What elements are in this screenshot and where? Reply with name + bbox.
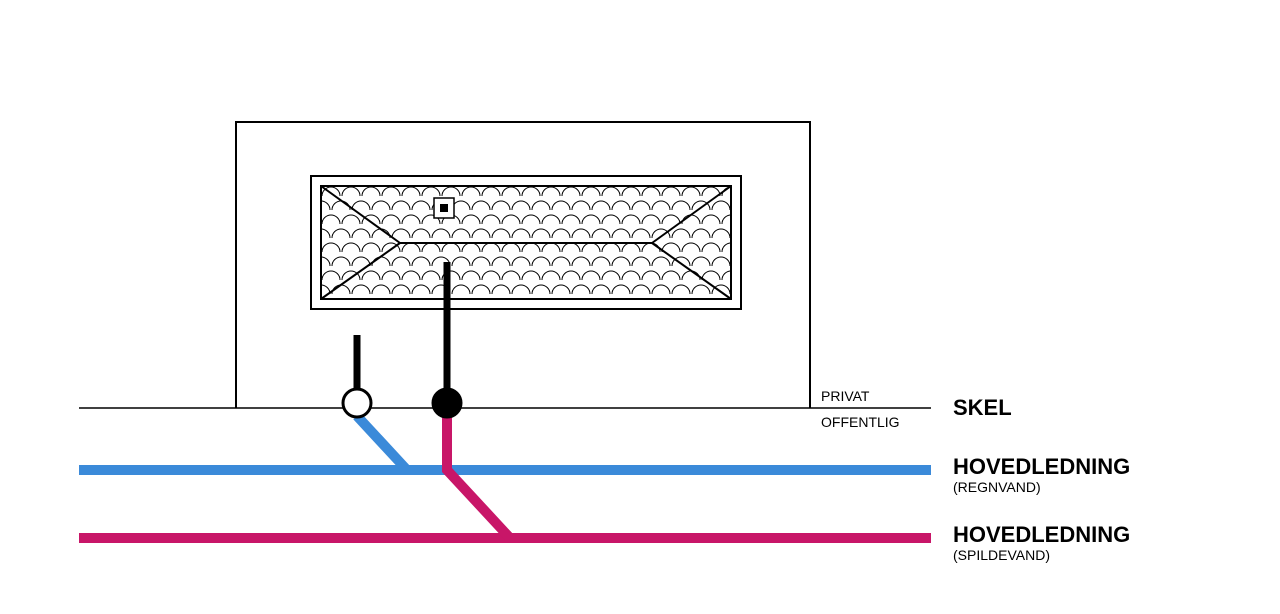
label-rain-sub: (REGNVAND): [953, 479, 1041, 495]
label-waste-main: HOVEDLEDNING: [953, 522, 1130, 547]
wastewater-house-connection: [447, 416, 510, 538]
label-offentlig: OFFENTLIG: [821, 414, 900, 430]
label-privat: PRIVAT: [821, 388, 870, 404]
label-skel: SKEL: [953, 395, 1012, 420]
wastewater-well: [433, 389, 461, 417]
rainwater-well: [343, 389, 371, 417]
rainwater-house-connection: [357, 416, 407, 470]
chimney-inner: [440, 204, 448, 212]
label-waste-sub: (SPILDEVAND): [953, 547, 1050, 563]
label-rain-main: HOVEDLEDNING: [953, 454, 1130, 479]
